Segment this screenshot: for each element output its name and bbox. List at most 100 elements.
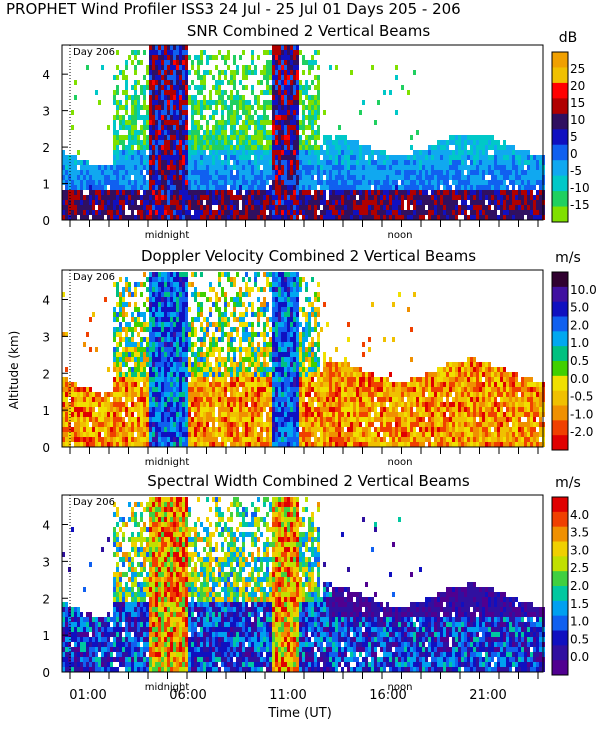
field-cell <box>194 372 197 377</box>
field-cell <box>356 155 359 160</box>
field-cell <box>479 150 482 155</box>
field-cell <box>200 387 203 392</box>
field-cell <box>146 437 149 442</box>
field-cell <box>152 307 155 312</box>
field-cell <box>257 175 260 180</box>
field-cell <box>86 200 89 205</box>
field-cell <box>458 180 461 185</box>
field-cell <box>509 165 512 170</box>
field-cell <box>452 135 455 140</box>
field-cell <box>308 170 311 175</box>
field-cell <box>218 422 221 427</box>
field-cell <box>149 357 152 362</box>
field-cell <box>98 427 101 432</box>
field-cell <box>104 185 107 190</box>
field-cell <box>107 190 110 195</box>
field-cell <box>143 180 146 185</box>
field-cell <box>347 185 350 190</box>
field-cell <box>278 215 281 220</box>
field-cell <box>536 180 539 185</box>
field-cell <box>215 397 218 402</box>
field-cell <box>533 175 536 180</box>
field-cell <box>155 317 158 322</box>
field-cell <box>257 205 260 210</box>
field-cell <box>287 125 290 130</box>
field-cell <box>275 50 278 55</box>
field-cell <box>71 170 74 175</box>
field-cell <box>239 297 242 302</box>
field-cell <box>152 100 155 105</box>
field-cell <box>164 407 167 412</box>
field-cell <box>440 140 443 145</box>
field-cell <box>356 205 359 210</box>
field-cell <box>293 180 296 185</box>
field-cell <box>314 210 317 215</box>
field-cell <box>65 422 68 427</box>
field-cell <box>392 160 395 165</box>
field-cell <box>143 272 146 277</box>
field-cell <box>284 125 287 130</box>
field-cell <box>155 312 158 317</box>
field-cell <box>218 307 221 312</box>
field-cell <box>206 357 209 362</box>
field-cell <box>479 135 482 140</box>
field-cell <box>227 337 230 342</box>
field-cell <box>317 205 320 210</box>
field-cell <box>248 357 251 362</box>
field-cell <box>182 397 185 402</box>
field-cell <box>146 140 149 145</box>
field-cell <box>236 90 239 95</box>
field-cell <box>191 422 194 427</box>
field-cell <box>125 125 128 130</box>
colorbar-label: -15 <box>570 198 590 212</box>
field-cell <box>302 60 305 65</box>
field-cell <box>182 272 185 277</box>
field-cell <box>131 417 134 422</box>
field-cell <box>185 150 188 155</box>
field-cell <box>272 50 275 55</box>
field-cell <box>251 352 254 357</box>
field-cell <box>197 135 200 140</box>
field-cell <box>242 382 245 387</box>
field-cell <box>167 332 170 337</box>
field-cell <box>464 190 467 195</box>
field-cell <box>65 155 68 160</box>
field-cell <box>212 302 215 307</box>
field-cell <box>89 195 92 200</box>
field-cell <box>203 105 206 110</box>
field-cell <box>362 150 365 155</box>
field-cell <box>278 190 281 195</box>
field-cell <box>164 90 167 95</box>
field-cell <box>152 282 155 287</box>
field-cell <box>149 427 152 432</box>
field-cell <box>470 140 473 145</box>
field-cell <box>371 150 374 155</box>
field-cell <box>128 357 131 362</box>
field-cell <box>449 190 452 195</box>
field-cell <box>170 287 173 292</box>
field-cell <box>170 215 173 220</box>
field-cell <box>329 65 332 70</box>
field-cell <box>215 170 218 175</box>
field-cell <box>191 170 194 175</box>
field-cell <box>182 70 185 75</box>
field-cell <box>251 312 254 317</box>
field-cell <box>179 362 182 367</box>
field-cell <box>197 307 200 312</box>
field-cell <box>302 170 305 175</box>
field-cell <box>233 95 236 100</box>
field-cell <box>248 140 251 145</box>
field-cell <box>197 105 200 110</box>
field-cell <box>86 215 89 220</box>
field-cell <box>158 442 161 447</box>
field-cell <box>290 200 293 205</box>
field-cell <box>191 130 194 135</box>
field-cell <box>176 210 179 215</box>
field-cell <box>146 115 149 120</box>
field-cell <box>140 210 143 215</box>
field-cell <box>74 215 77 220</box>
field-cell <box>287 50 290 55</box>
field-cell <box>230 332 233 337</box>
field-cell <box>173 282 176 287</box>
field-cell <box>254 65 257 70</box>
